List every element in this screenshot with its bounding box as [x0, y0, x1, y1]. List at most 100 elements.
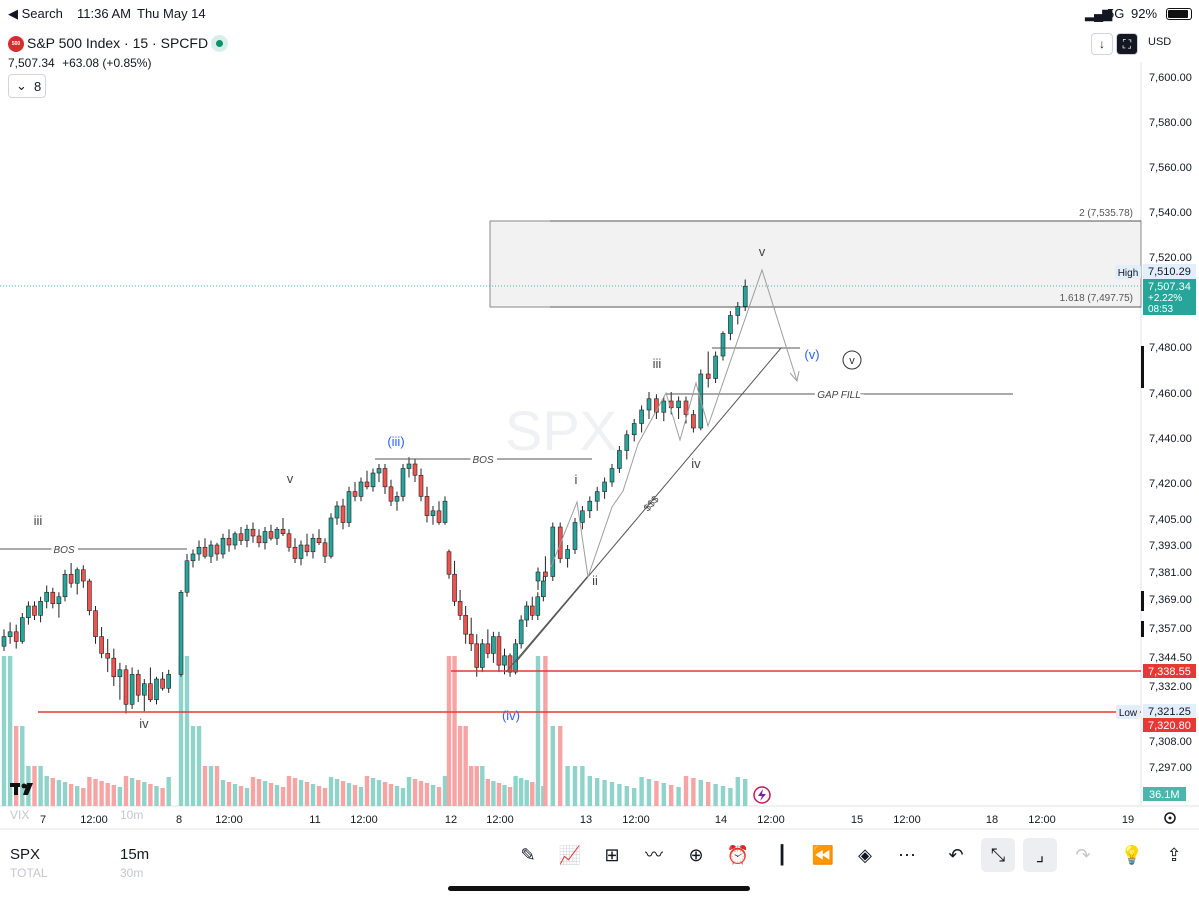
plus-circle-icon[interactable]: ⊕: [688, 845, 704, 865]
volume-bar: [178, 656, 184, 806]
time-tick: 7: [40, 814, 46, 826]
volume-bar: [268, 783, 274, 806]
axis-settings-icon[interactable]: [1164, 812, 1176, 824]
candle-body: [111, 657, 117, 678]
level-tag-2-bg: [1143, 718, 1196, 732]
price-tick: 7,440.00: [1149, 433, 1192, 445]
candle-body: [160, 678, 165, 689]
bulb-icon[interactable]: 💡: [1120, 845, 1144, 865]
candle-body: [280, 528, 286, 535]
volume-bar: [256, 779, 262, 806]
scroll-down-button[interactable]: ↓: [1091, 33, 1113, 55]
replay-icon[interactable]: ⏪: [811, 845, 835, 865]
volume-bar: [491, 781, 496, 806]
volume-bar: [142, 782, 147, 806]
candle-body: [123, 669, 129, 705]
last-price: 7,507.34: [1148, 281, 1191, 293]
candle-body: [81, 569, 86, 582]
volume-bar: [713, 784, 718, 806]
price-tick: 7,357.00: [1149, 623, 1192, 635]
grid-icon[interactable]: ⊞: [604, 845, 620, 865]
price-axis[interactable]: 7,600.00 7,580.00 7,560.00 7,540.00 7,520.00…: [1149, 72, 1192, 799]
indicators-icon[interactable]: 📈: [558, 845, 582, 865]
battery-icon: [1166, 8, 1192, 20]
volume-bar: [469, 766, 474, 806]
redo-icon[interactable]: ↷: [1075, 845, 1091, 865]
fib-zone[interactable]: [489, 220, 1142, 308]
alert-icon[interactable]: ⏰: [726, 845, 750, 865]
collapse-icon[interactable]: ⤡: [981, 838, 1015, 872]
time-axis[interactable]: 7 12:00 8 12:00 11 12:00 12 12:00 13 12:00 14 12:00…: [40, 814, 1134, 826]
status-date: Thu May 14: [137, 6, 206, 21]
volume-bar: [123, 776, 129, 806]
candle-body: [406, 463, 412, 469]
candles-icon[interactable]: ┃: [776, 845, 788, 865]
trend-icon[interactable]: 〰: [645, 845, 663, 865]
candle-body: [316, 537, 322, 544]
bottom-interval[interactable]: 15m: [120, 846, 150, 863]
candle-body: [38, 601, 43, 616]
volume-bar: [93, 779, 98, 806]
volume-bar: [358, 787, 364, 806]
time-tick: 19: [1122, 814, 1134, 826]
candle-body: [713, 355, 718, 379]
volume-bar: [728, 788, 733, 806]
pen-icon[interactable]: ✎: [520, 845, 536, 865]
candle-body: [129, 674, 135, 705]
candle-body: [442, 500, 448, 523]
candle-body: [412, 463, 418, 476]
candle-body: [541, 580, 546, 598]
time-tick: 12:00: [486, 814, 514, 826]
volume-bar: [298, 780, 304, 806]
volume-bar: [743, 779, 748, 806]
candle-body: [304, 544, 310, 553]
candle-body: [705, 373, 711, 379]
watch-vix[interactable]: VIX: [10, 808, 30, 822]
share-icon[interactable]: ⇪: [1166, 845, 1182, 865]
candle-body: [286, 533, 292, 548]
volume-bar: [238, 786, 244, 806]
gap-fill-label: GAP FILL: [817, 390, 861, 401]
time-tick: 15: [851, 814, 863, 826]
more-icon[interactable]: ⋯: [898, 845, 916, 865]
fullscreen-toggle-button[interactable]: ⛶: [1116, 33, 1138, 55]
volume-bar: [617, 784, 622, 806]
time-tick: 12:00: [215, 814, 243, 826]
candle-body: [479, 643, 485, 668]
watch-total[interactable]: TOTAL: [10, 866, 48, 880]
volume-bar: [148, 784, 153, 806]
candle-body: [148, 683, 153, 701]
fullscreen-icon[interactable]: ⌟: [1023, 838, 1057, 872]
price-tick: 7,460.00: [1149, 388, 1192, 400]
volume-bar: [480, 766, 485, 806]
interval-selector[interactable]: ⌄ 8: [8, 74, 46, 98]
candle-body: [298, 544, 304, 559]
bottom-symbol[interactable]: SPX: [10, 846, 41, 863]
candle-body: [654, 398, 659, 413]
candle-body: [370, 472, 376, 488]
level-tag-2: 7,320.80: [1148, 720, 1191, 732]
wave-label-ii: ii: [592, 573, 598, 588]
volume-bar: [691, 778, 696, 806]
undo-icon[interactable]: ↶: [948, 845, 964, 865]
time-tick: 12:00: [350, 814, 378, 826]
volume-bar: [322, 788, 328, 806]
symbol-title[interactable]: S&P 500 Index · 15 · SPCFD: [27, 35, 209, 51]
currency-selector[interactable]: USD: [1148, 36, 1172, 48]
candle-body: [535, 596, 541, 616]
high-price-tag-bg: [1143, 264, 1196, 279]
time-tick: 11: [309, 814, 320, 826]
price-tick: 7,580.00: [1149, 117, 1192, 129]
volume-bar: [364, 776, 370, 806]
fib-2-label: 2 (7,535.78): [1079, 208, 1133, 219]
candle-body: [524, 605, 530, 621]
volume-bar: [654, 781, 659, 806]
candle-body: [178, 591, 184, 675]
candle-body: [244, 528, 250, 541]
back-to-search[interactable]: ◀ Search: [8, 6, 63, 21]
volume-bar: [160, 788, 165, 806]
price-tick: 7,381.00: [1149, 567, 1192, 579]
candle-body: [202, 546, 208, 557]
layers-icon[interactable]: ◈: [858, 845, 872, 865]
